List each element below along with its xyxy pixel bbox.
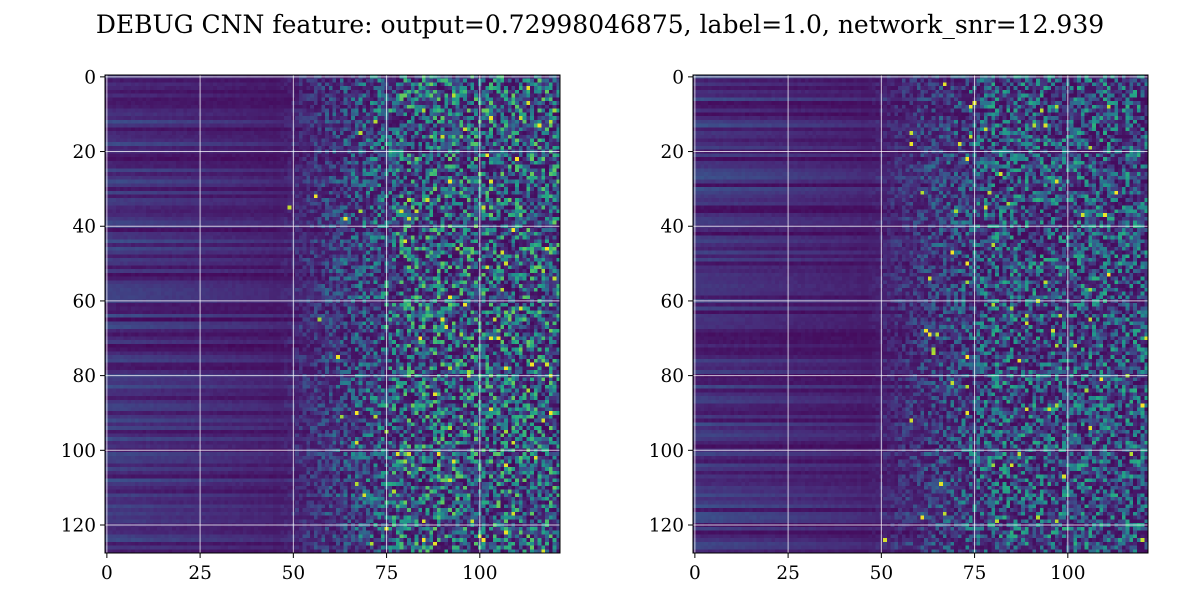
- heatmap-image: [693, 75, 1148, 553]
- y-tick-label: 20: [72, 142, 96, 163]
- x-tick-label: 25: [188, 563, 212, 584]
- x-tick-label: 50: [870, 563, 894, 584]
- x-tick-label: 50: [282, 563, 306, 584]
- y-tick-label: 80: [660, 366, 684, 387]
- y-tick-label: 20: [660, 142, 684, 163]
- x-tick-label: 0: [101, 563, 113, 584]
- heatmap-panel-right: 0 25 50 75 100 0 20 40 60 80 100 120: [649, 67, 1149, 584]
- x-tick-label: 100: [1050, 563, 1085, 584]
- heatmap-image: [105, 75, 560, 553]
- y-tick-label: 120: [61, 515, 96, 536]
- y-tick-label: 120: [649, 515, 684, 536]
- axes-frame: [104, 74, 561, 554]
- y-tick-label: 0: [672, 67, 684, 88]
- y-tick-label: 100: [649, 441, 684, 462]
- y-tick-label: 60: [660, 291, 684, 312]
- y-tick-label: 0: [84, 67, 96, 88]
- y-tick-label: 60: [72, 291, 96, 312]
- x-tick-label: 75: [963, 563, 987, 584]
- y-tick-label: 80: [72, 366, 96, 387]
- y-tick-label: 40: [660, 217, 684, 238]
- y-tick-label: 40: [72, 217, 96, 238]
- heatmap-panel-left: 0 25 50 75 100 0 20 40 60 80 100 120: [61, 67, 561, 584]
- axes-frame: [692, 74, 1149, 554]
- x-tick-label: 100: [462, 563, 497, 584]
- x-tick-label: 75: [375, 563, 399, 584]
- y-tick-label: 100: [61, 441, 96, 462]
- x-tick-label: 0: [689, 563, 701, 584]
- x-tick-label: 25: [776, 563, 800, 584]
- figure-title: DEBUG CNN feature: output=0.72998046875,…: [96, 10, 1104, 39]
